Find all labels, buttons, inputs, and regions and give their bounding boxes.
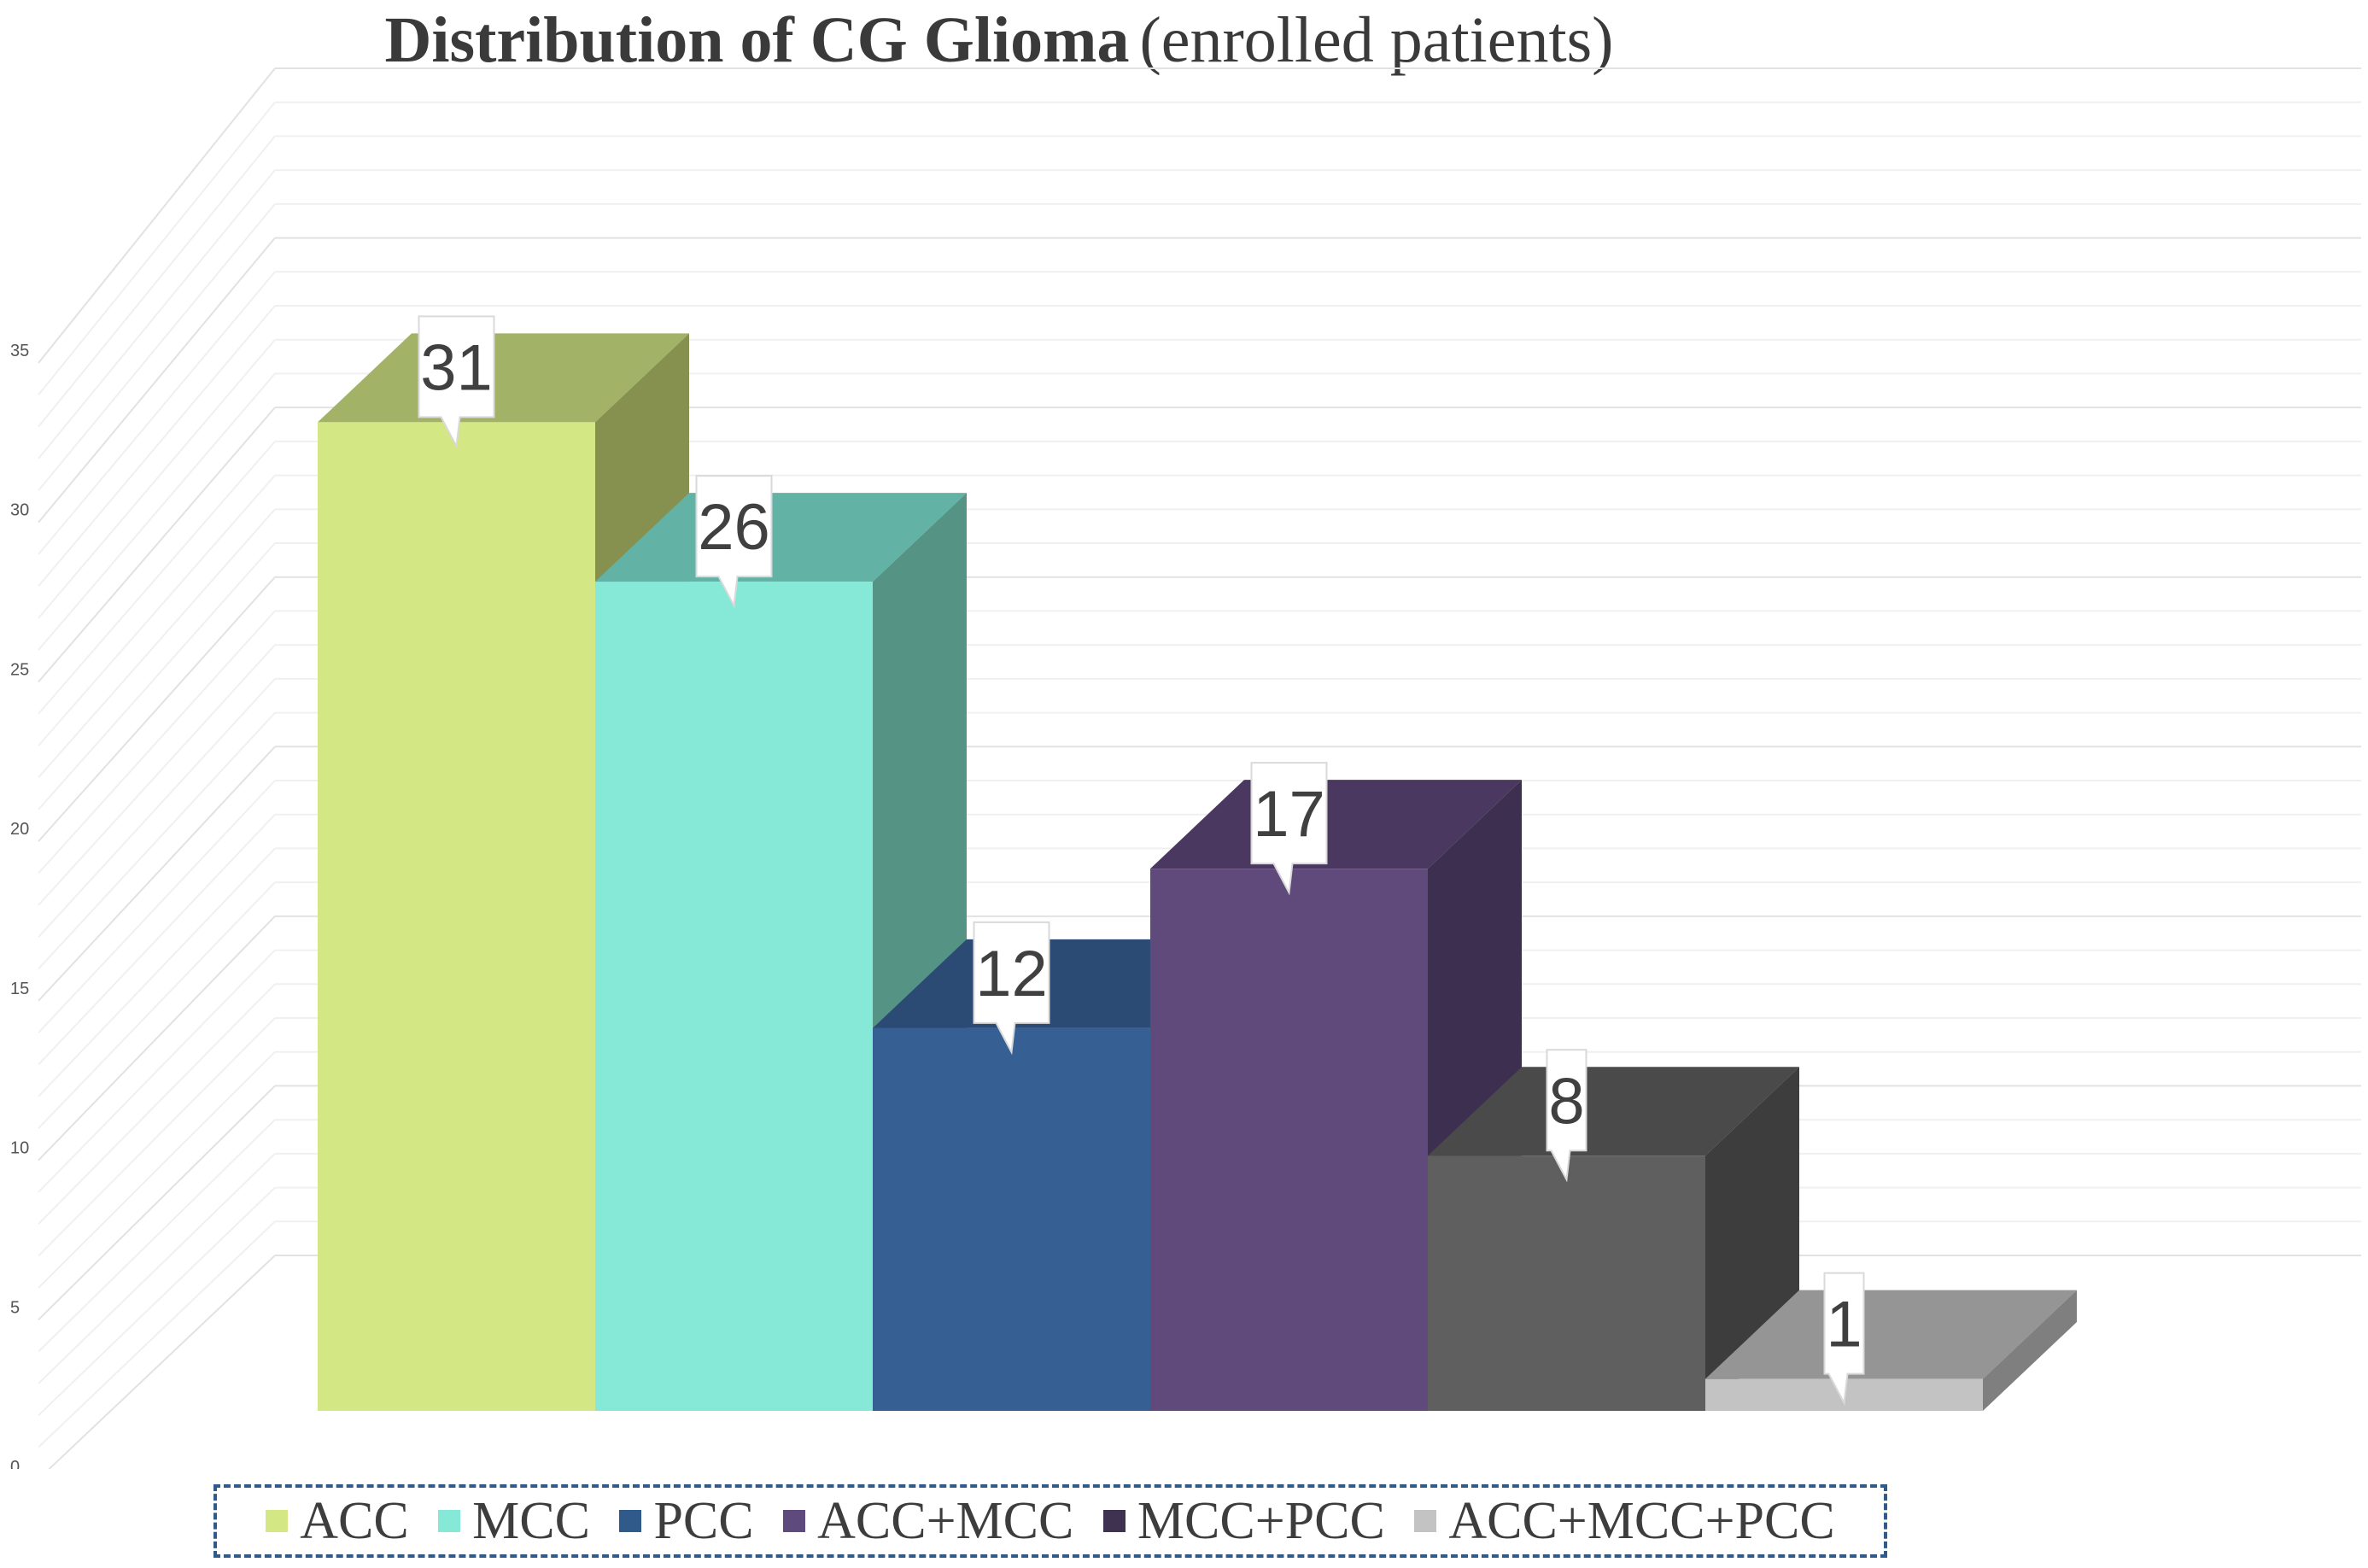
legend-item: MCC: [438, 1491, 590, 1552]
data-labels: 31 26 12 17 8 1: [418, 315, 1865, 1406]
bar-side-face: [1983, 1290, 2077, 1411]
data-label: 12: [973, 921, 1050, 1056]
y-tick-label: 20: [10, 820, 29, 839]
data-label: 8: [1546, 1049, 1587, 1183]
legend-label: MCC+PCC: [1137, 1491, 1385, 1550]
y-axis-ticks: 0 5 10 15 20 25 30 35: [10, 342, 29, 1469]
y-tick-label: 0: [10, 1458, 20, 1469]
y-tick-label: 15: [10, 980, 29, 998]
legend-item: MCC+PCC: [1102, 1491, 1385, 1552]
chart-plot-area: 0 5 10 15 20 25 30 35 31 26 12 17 8 1: [10, 67, 2361, 1469]
data-label: 1: [1823, 1272, 1865, 1406]
legend-swatch: [438, 1510, 461, 1532]
bar-front-face: [1428, 1156, 1705, 1411]
gridline-diagonal: [38, 1017, 276, 1257]
y-tick-label: 25: [10, 660, 29, 679]
gridline-diagonal: [38, 610, 276, 875]
gridline-diagonal: [38, 949, 276, 1193]
gridline-diagonal: [38, 102, 276, 395]
bar-front-face: [1150, 869, 1428, 1411]
bar-top-face: [595, 493, 967, 582]
gridline-diagonal: [38, 474, 276, 746]
bar-top-face: [318, 333, 689, 423]
legend-label: PCC: [653, 1491, 754, 1550]
gridline-diagonal: [38, 711, 276, 970]
gridline-diagonal: [38, 169, 276, 459]
gridline-diagonal: [38, 847, 276, 1097]
legend-label: ACC+MCC: [817, 1491, 1074, 1550]
gridline-diagonal: [38, 135, 276, 428]
legend-swatch: [1102, 1510, 1126, 1532]
bars: [318, 333, 2077, 1411]
legend-label: ACC: [300, 1491, 409, 1550]
gridline-diagonal: [38, 237, 276, 524]
bar-front-face: [318, 422, 595, 1411]
legend-item: ACC: [266, 1491, 409, 1552]
legend-item: ACC+MCC: [783, 1491, 1073, 1552]
legend-swatch: [619, 1510, 642, 1532]
data-label-text: 8: [1548, 1065, 1584, 1138]
legend-item: ACC+MCC+PCC: [1414, 1491, 1835, 1552]
gridline-diagonal: [38, 678, 276, 938]
gridline-diagonal: [48, 1255, 276, 1469]
gridline-diagonal: [38, 203, 276, 492]
legend-item: PCC: [619, 1491, 754, 1552]
gridline-diagonal: [38, 1186, 276, 1417]
gridline-diagonal: [38, 305, 276, 588]
y-tick-label: 10: [10, 1139, 29, 1158]
chart-legend: ACC MCC PCC ACC+MCC MCC+PCC ACC+MCC+PCC: [213, 1484, 1887, 1558]
gridline-diagonal: [38, 644, 276, 906]
bar-top-face: [1428, 1067, 1799, 1156]
gridline-diagonal: [38, 746, 276, 1002]
bar-top-face: [1150, 780, 1522, 869]
data-label-text: 12: [975, 938, 1048, 1010]
legend-swatch: [266, 1510, 289, 1532]
data-label-text: 1: [1826, 1289, 1862, 1361]
y-tick-label: 30: [10, 501, 29, 520]
data-label: 26: [695, 475, 773, 609]
gridline-diagonal: [38, 916, 276, 1161]
gridline-diagonal: [38, 542, 276, 810]
legend-swatch: [783, 1510, 806, 1532]
gridline-diagonal: [38, 441, 276, 715]
gridline-diagonal: [38, 576, 276, 842]
legend-swatch: [1414, 1510, 1437, 1532]
bar-top-face: [1705, 1290, 2077, 1379]
data-label: 31: [418, 315, 495, 449]
gridline-diagonal: [38, 271, 276, 555]
gridline-diagonal: [38, 1085, 276, 1320]
legend-label: ACC+MCC+PCC: [1448, 1491, 1835, 1550]
chart-title-main: Distribution of CG Glioma: [384, 4, 1130, 76]
data-label-text: 17: [1253, 778, 1325, 851]
data-label-text: 31: [420, 331, 493, 404]
gridline-diagonal: [38, 407, 276, 683]
chart-title: Distribution of CG Glioma (enrolled patie…: [0, 0, 1998, 79]
chart-subtitle: (enrolled patients): [1139, 4, 1614, 76]
gridline-diagonal: [38, 508, 276, 779]
gridline-diagonal: [38, 1220, 276, 1448]
gridline-diagonal: [38, 339, 276, 619]
gridline-diagonal: [38, 881, 276, 1129]
gridline-diagonal: [38, 372, 276, 651]
gridline-diagonal: [38, 67, 276, 364]
gridline-diagonal: [38, 1119, 276, 1353]
bar-front-face: [595, 582, 873, 1411]
bar-front-face: [873, 1027, 1150, 1411]
data-label: 17: [1250, 762, 1328, 896]
gridline-diagonal: [38, 1051, 276, 1289]
legend-label: MCC: [472, 1491, 590, 1550]
y-tick-label: 35: [10, 342, 29, 360]
data-label-text: 26: [698, 491, 770, 564]
gridline-diagonal: [38, 983, 276, 1225]
gridline-diagonal: [38, 814, 276, 1066]
gridline-diagonal: [38, 1153, 276, 1384]
y-tick-label: 5: [10, 1298, 20, 1317]
gridline-diagonal: [38, 780, 276, 1033]
